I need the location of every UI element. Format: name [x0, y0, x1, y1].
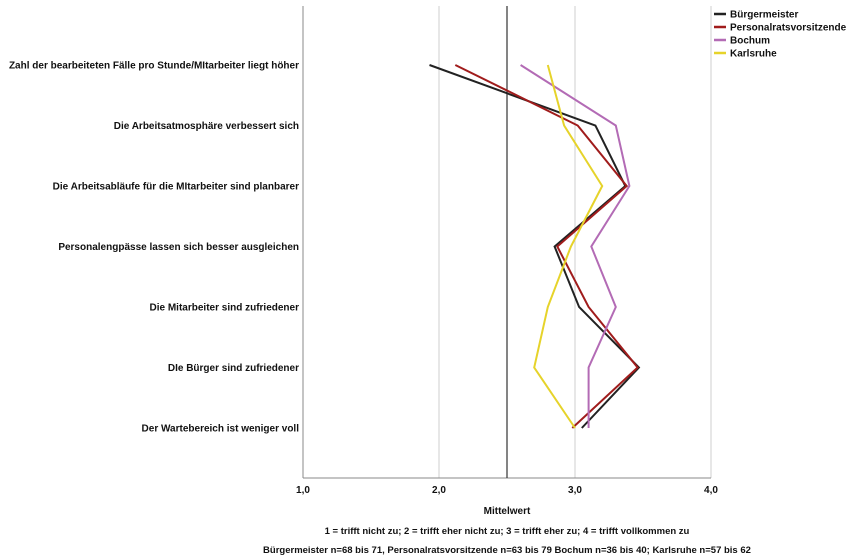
x-tick-label-0: 1,0 [296, 485, 310, 496]
series-line-3 [533, 64, 604, 429]
legend-label-3: Karlsruhe [730, 49, 777, 60]
category-labels: Zahl der bearbeiteten Fälle pro Stunde/M… [9, 61, 299, 435]
x-tick-label-1: 2,0 [432, 485, 446, 496]
legend-label-2: Bochum [730, 36, 770, 47]
footnote-samples: Bürgermeister n=68 bis 71, Personalratsv… [263, 545, 751, 556]
footnote-scale: 1 = trifft nicht zu; 2 = trifft eher nic… [325, 526, 690, 537]
x-axis-title: Mittelwert [484, 506, 531, 517]
x-tick-label-2: 3,0 [568, 485, 582, 496]
category-label-6: Der Wartebereich ist weniger voll [142, 424, 300, 435]
category-label-3: Personalengpässe lassen sich besser ausg… [58, 242, 299, 253]
legend: Bürgermeister Personalratsvorsitzende Boch… [714, 10, 847, 60]
category-label-1: Die Arbeitsatmosphäre verbessert sich [114, 121, 299, 132]
category-label-4: Die Mitarbeiter sind zufriedener [150, 303, 300, 314]
series-line-0 [429, 64, 641, 429]
category-label-5: DIe Bürger sind zufriedener [168, 363, 299, 374]
x-tick-labels: 1,0 2,0 3,0 4,0 [296, 485, 718, 496]
gridlines [438, 6, 712, 478]
series-line-1 [454, 64, 639, 429]
series-line-2 [520, 64, 631, 428]
series-lines [429, 64, 641, 429]
legend-label-1: Personalratsvorsitzende [730, 23, 847, 34]
category-label-0: Zahl der bearbeiteten Fälle pro Stunde/M… [9, 61, 299, 72]
category-label-2: Die Arbeitsabläufe für die MItarbeiter s… [53, 182, 299, 193]
x-tick-label-3: 4,0 [704, 485, 718, 496]
legend-label-0: Bürgermeister [730, 10, 798, 21]
